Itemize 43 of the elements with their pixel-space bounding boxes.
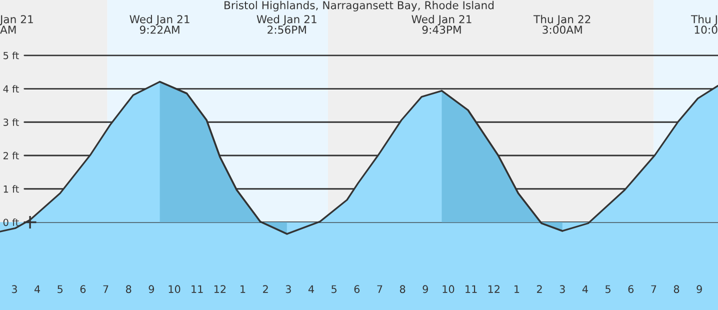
x-tick-label: 2 (536, 285, 542, 293)
x-tick-label: 6 (628, 285, 634, 294)
y-tick-label: 0 ft (3, 218, 19, 226)
x-tick-label: 12 (214, 285, 226, 293)
x-tick-label: 5 (58, 285, 63, 294)
annotation: Thu Jan 22 3:00AM (533, 14, 590, 34)
x-tick-label: 1 (514, 285, 520, 293)
x-tick-label: 8 (674, 285, 680, 294)
x-tick-label: 8 (400, 285, 406, 294)
x-tick-label: 7 (377, 285, 382, 293)
y-tick-label: 5 ft (4, 52, 19, 60)
x-tick-label: 5 (332, 285, 336, 294)
x-tick-label: 3 (12, 285, 17, 294)
x-tick-label: 5 (606, 285, 610, 294)
x-tick-label: 12 (488, 285, 500, 293)
x-tick-label: 4 (582, 285, 588, 293)
y-tick-label: 3 ft (4, 118, 19, 126)
x-tick-label: 4 (34, 285, 40, 293)
x-tick-label: 7 (651, 285, 656, 293)
x-tick-label: 9 (696, 285, 702, 294)
x-tick-label: 11 (466, 285, 477, 293)
x-tick-label: 8 (126, 285, 132, 294)
x-tick-label: 2 (263, 285, 268, 293)
x-tick-label: 11 (192, 285, 203, 293)
x-tick-label: 7 (103, 285, 108, 293)
x-tick-label: 6 (354, 285, 360, 294)
annotation: Wed Jan 21 9:43PM (412, 14, 472, 34)
x-tick-label: 9 (148, 285, 154, 294)
x-tick-label: 10 (442, 285, 454, 294)
x-tick-label: 3 (286, 285, 291, 294)
annotation: Thu J 10:0 (690, 14, 718, 34)
x-tick-label: 10 (168, 285, 180, 294)
y-tick-label: 1 ft (4, 185, 19, 193)
x-tick-label: 6 (80, 285, 86, 294)
y-tick-label: 2 ft (3, 152, 19, 160)
y-tick-label: 4 ft (3, 85, 19, 92)
x-tick-label: 9 (422, 285, 428, 294)
annotation: Wed Jan 21 9:22AM (130, 14, 190, 34)
chart-title: Bristol Highlands, Narragansett Bay, Rhode Island (224, 0, 494, 12)
x-tick-label: 1 (240, 285, 246, 293)
x-tick-label: 4 (308, 285, 314, 293)
annotation: Wed Jan 21 2:56PM (256, 14, 316, 34)
x-tick-label: 3 (560, 285, 565, 294)
